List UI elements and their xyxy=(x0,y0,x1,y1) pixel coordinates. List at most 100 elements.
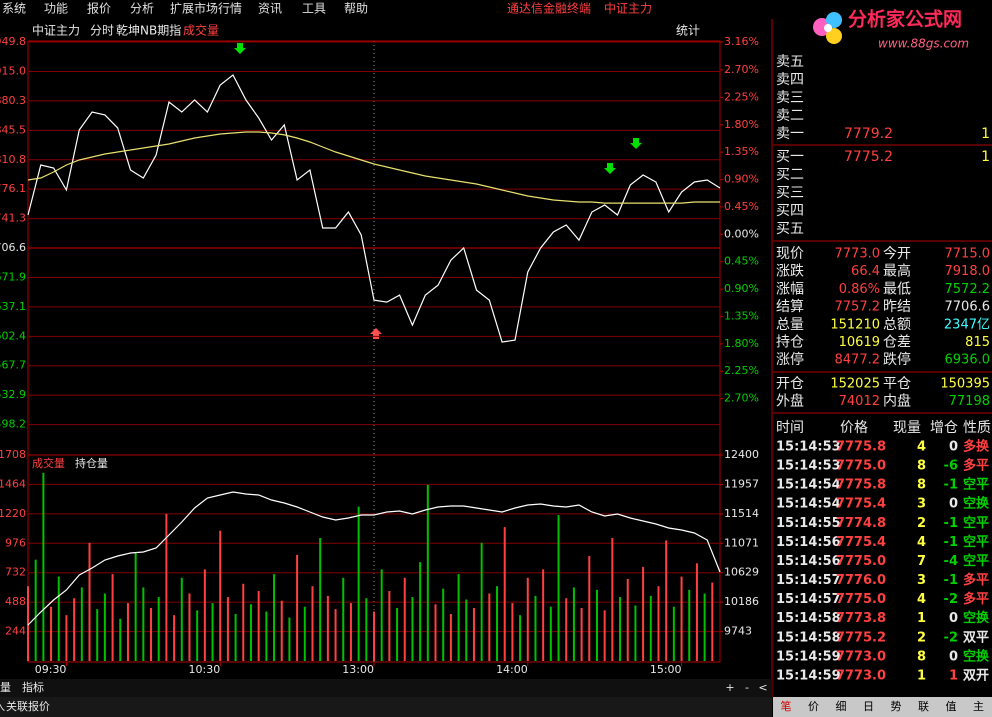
quote-value: 7572.2 xyxy=(945,282,991,297)
trade-cell: 空平 xyxy=(963,477,989,493)
volume-bar xyxy=(388,591,391,661)
trade-cell: 7773.0 xyxy=(836,649,886,664)
trade-cell: 多换 xyxy=(963,439,990,455)
trade-cell: 7773.8 xyxy=(836,611,886,626)
menu-item[interactable]: 报价 xyxy=(87,1,111,16)
volume-bar xyxy=(496,586,499,661)
trade-cell: 15:14:59 xyxy=(776,668,841,683)
volume-bar xyxy=(288,617,291,661)
volume-bar xyxy=(688,589,691,661)
volume-bar xyxy=(365,598,368,661)
menu-item[interactable]: 功能 xyxy=(44,2,68,16)
y-tick-label: 732 xyxy=(5,566,26,579)
trade-cell: -1 xyxy=(944,573,958,588)
volume-bar xyxy=(511,603,514,661)
trade-cell: 15:14:57 xyxy=(776,573,841,588)
stats-button[interactable]: 统计 xyxy=(676,24,700,38)
bottom-tab[interactable]: 量 xyxy=(0,681,11,694)
x-tick-label: 15:00 xyxy=(650,663,682,676)
signal-arrows xyxy=(234,43,642,339)
volume-bar xyxy=(680,576,683,661)
trade-cell: 0 xyxy=(949,497,958,512)
bottom-tab[interactable]: 指标 xyxy=(22,680,44,694)
menu-item[interactable]: 工具 xyxy=(302,2,326,16)
quote-label: 外盘 xyxy=(776,393,804,410)
nav-button[interactable]: - xyxy=(745,681,749,694)
menu-item[interactable]: 帮助 xyxy=(344,2,368,16)
nav-button[interactable]: + xyxy=(725,681,734,694)
menu-item[interactable]: 分析 xyxy=(130,2,154,16)
volume-bar xyxy=(380,569,383,661)
right-tab[interactable]: 细 xyxy=(836,700,847,713)
trade-cell: 1 xyxy=(917,668,926,683)
volume-bar xyxy=(234,613,237,661)
y2-tick-label: 1.35% xyxy=(724,309,759,322)
volume-bar xyxy=(142,587,145,661)
logo-petal xyxy=(826,12,842,28)
volume-bar xyxy=(342,577,345,661)
nav-button[interactable]: < xyxy=(758,681,767,694)
y2-tick-label: 3.16% xyxy=(724,35,759,48)
quote-value: 74012 xyxy=(839,394,880,409)
x-tick-label: 14:00 xyxy=(496,663,528,676)
volume-bar xyxy=(326,595,329,661)
menu-item[interactable]: 资讯 xyxy=(258,2,282,16)
y-tick-label: 7741.3 xyxy=(0,212,26,225)
right-tab[interactable]: 笔 xyxy=(781,699,792,713)
y2-tick-label: 0.90% xyxy=(724,282,759,295)
bottom-link[interactable]: 关联报价 xyxy=(6,699,50,713)
volume-bar xyxy=(434,604,437,661)
bid-volume: 1 xyxy=(981,149,990,165)
quote-value: 7773.0 xyxy=(835,247,881,262)
y2-tick-label: 0.45% xyxy=(724,255,759,268)
menu-item[interactable]: 扩展市场行情 xyxy=(170,1,242,16)
volume-bar xyxy=(411,597,414,661)
volume-bar xyxy=(672,606,675,661)
volume-bar xyxy=(595,589,598,661)
y2-tick-label: 0.45% xyxy=(724,200,759,213)
trade-cell: 4 xyxy=(917,535,926,550)
trade-cell: 0 xyxy=(949,611,958,626)
sell-arrow xyxy=(630,138,642,149)
right-tab[interactable]: 联 xyxy=(918,700,929,713)
y-tick-label: 7776.1 xyxy=(0,182,26,195)
volume-bar xyxy=(588,556,591,661)
volume-bar xyxy=(42,472,45,661)
right-tab-bar xyxy=(773,697,992,717)
bottom-link[interactable]: 入 xyxy=(0,700,5,713)
y2-tick-label: 1.35% xyxy=(724,145,759,158)
right-tab[interactable]: 势 xyxy=(891,700,902,713)
right-tab[interactable]: 日 xyxy=(863,700,874,713)
trade-cell: 15:14:53 xyxy=(776,459,841,474)
right-tab[interactable]: 值 xyxy=(946,700,957,713)
y-tick-label: 7671.9 xyxy=(0,270,26,283)
bid-label: 买三 xyxy=(776,185,804,201)
menu-item[interactable]: 系统 xyxy=(2,2,26,16)
y2-tick-label: 2.70% xyxy=(724,392,759,405)
right-tab[interactable]: 主 xyxy=(973,700,984,713)
y2-tick-label: 11957 xyxy=(724,477,759,490)
trade-cell: 7 xyxy=(917,554,926,569)
quote-label: 涨停 xyxy=(776,351,804,368)
quote-label: 现价 xyxy=(776,246,804,262)
sell-arrow xyxy=(604,163,616,174)
trade-header: 时间 xyxy=(776,420,804,436)
quote-value: 7706.6 xyxy=(945,300,991,315)
volume-bar xyxy=(203,569,206,661)
right-tab[interactable]: 价 xyxy=(808,700,819,713)
volume-bar xyxy=(134,552,137,661)
volume-bar xyxy=(572,587,575,661)
volume-bar xyxy=(449,613,452,661)
ask-label: 卖三 xyxy=(776,90,804,106)
trade-header: 性质 xyxy=(963,420,991,436)
trade-header: 增仓 xyxy=(930,420,958,436)
ask-label: 卖二 xyxy=(776,108,804,124)
volume-bar xyxy=(526,577,529,661)
volume-bar xyxy=(196,610,199,661)
trade-cell: -2 xyxy=(944,592,958,607)
tab-bar xyxy=(0,679,772,697)
volume-bar xyxy=(265,611,268,661)
trade-cell: 4 xyxy=(917,592,926,607)
volume-bar xyxy=(103,593,106,661)
trade-cell: 7775.4 xyxy=(836,535,886,550)
